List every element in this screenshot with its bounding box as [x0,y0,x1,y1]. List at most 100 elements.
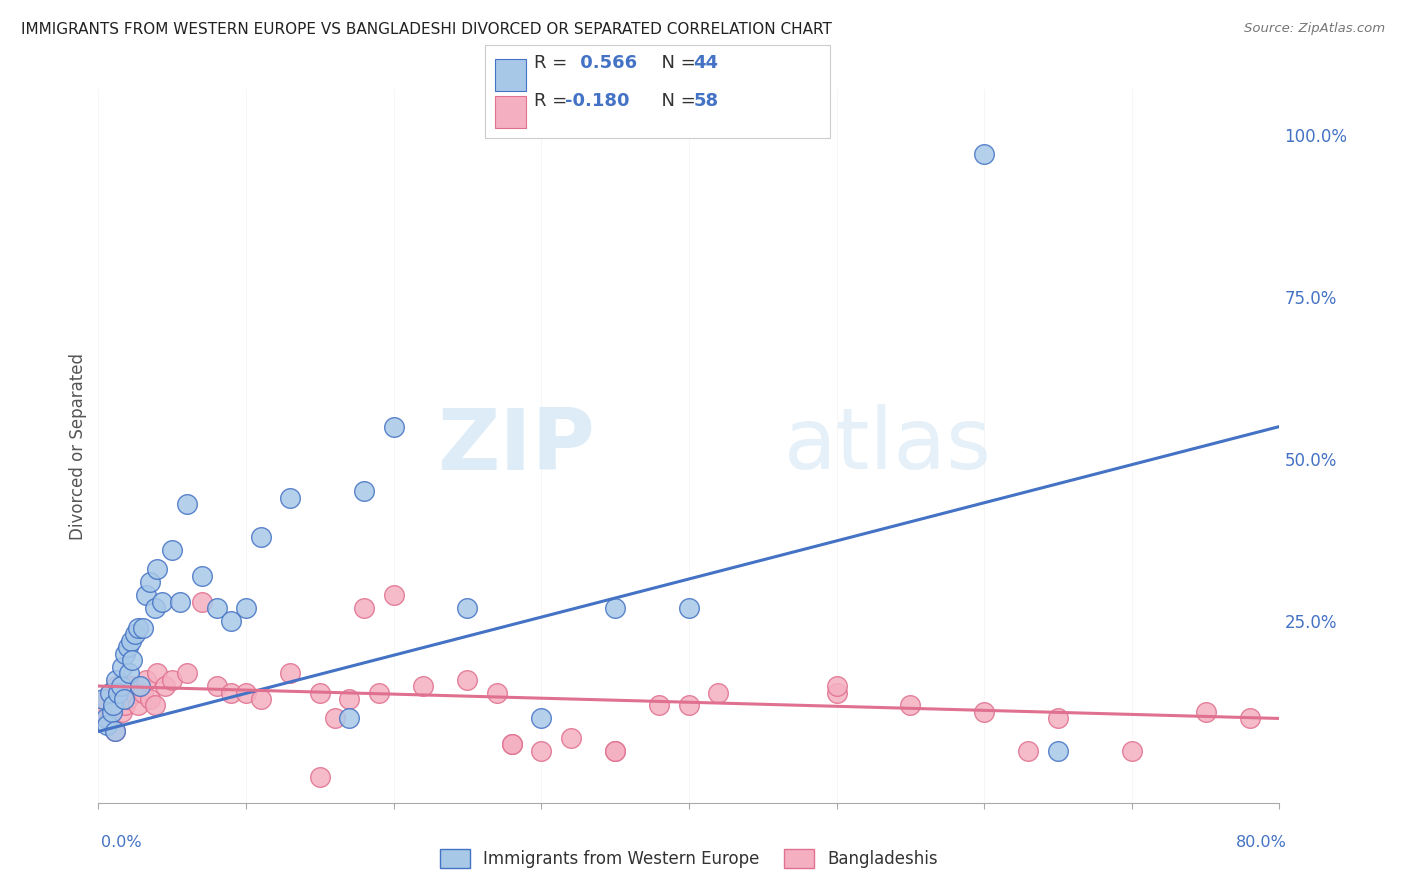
Point [530,744,553,758]
Point [412,679,434,693]
Point [191,595,214,609]
Point [176,666,198,681]
Point [278,491,302,505]
Point [309,770,332,784]
Text: IMMIGRANTS FROM WESTERN EUROPE VS BANGLADESHI DIVORCED OR SEPARATED CORRELATION : IMMIGRANTS FROM WESTERN EUROPE VS BANGLA… [21,22,832,37]
Point [353,484,375,499]
Point [339,711,360,725]
Point [139,692,162,706]
Point [139,575,162,590]
Point [107,685,129,699]
Point [368,685,391,699]
Point [501,738,523,752]
Text: 58: 58 [693,92,718,110]
Point [117,640,139,654]
Text: ZIP: ZIP [437,404,595,488]
Point [104,724,127,739]
Point [96,718,118,732]
Point [1046,744,1069,758]
Point [382,419,405,434]
Point [105,673,128,687]
Point [900,698,922,713]
Point [121,653,143,667]
Point [105,679,128,693]
Point [530,711,553,725]
Point [1195,705,1218,719]
Point [250,530,273,544]
Text: N =: N = [650,92,702,110]
Point [221,685,243,699]
Text: Source: ZipAtlas.com: Source: ZipAtlas.com [1244,22,1385,36]
Point [1121,744,1143,758]
Point [162,542,183,557]
Point [169,595,191,609]
Point [103,698,125,713]
Point [191,568,214,582]
Point [605,744,627,758]
Point [98,685,121,699]
Point [973,705,995,719]
Point [110,685,132,699]
Point [111,705,134,719]
Point [143,698,166,713]
Point [114,698,136,713]
Point [120,633,142,648]
Point [235,685,257,699]
Point [132,685,155,699]
Point [135,588,157,602]
Point [278,666,302,681]
Point [117,692,139,706]
Point [110,679,132,693]
Point [648,698,671,713]
Point [1046,711,1069,725]
Text: -0.180: -0.180 [565,92,630,110]
Point [90,698,112,713]
Point [124,627,146,641]
Point [127,698,149,713]
Point [100,705,122,719]
Text: R =: R = [534,92,574,110]
Point [973,147,995,161]
Point [250,692,273,706]
Point [94,711,117,725]
Point [107,692,129,706]
Point [205,601,228,615]
Text: 0.566: 0.566 [574,54,637,72]
Legend: Immigrants from Western Europe, Bangladeshis: Immigrants from Western Europe, Banglade… [432,840,946,877]
Point [103,698,125,713]
Point [456,673,478,687]
Point [153,679,176,693]
Point [353,601,375,615]
Point [120,679,142,693]
Point [91,692,114,706]
Point [146,562,169,576]
Point [1017,744,1039,758]
Point [162,673,183,687]
Point [382,588,405,602]
Point [97,711,120,725]
Point [339,692,360,706]
Point [1239,711,1261,725]
Point [235,601,257,615]
Point [707,685,730,699]
Point [112,692,135,706]
Point [456,601,478,615]
Point [104,724,127,739]
Point [221,614,243,628]
Point [323,711,346,725]
Point [98,685,121,699]
Point [111,659,134,673]
Text: R =: R = [534,54,574,72]
Point [135,673,157,687]
Point [176,497,198,511]
Point [205,679,228,693]
Point [132,621,155,635]
Point [150,595,173,609]
Point [124,685,146,699]
Point [825,685,848,699]
Point [128,679,150,693]
Point [127,621,149,635]
Point [560,731,582,745]
Point [114,647,136,661]
Text: 0.0%: 0.0% [101,836,142,850]
